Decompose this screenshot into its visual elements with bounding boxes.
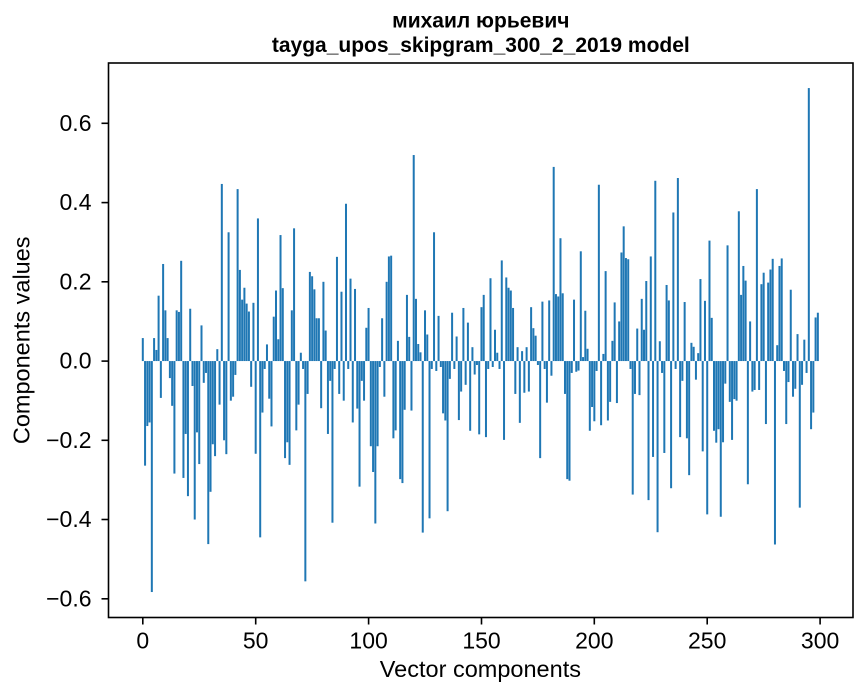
svg-text:250: 250	[688, 628, 726, 654]
svg-text:0.0: 0.0	[60, 348, 92, 374]
svg-text:Vector components: Vector components	[380, 656, 581, 682]
svg-text:Components values: Components values	[9, 236, 35, 444]
svg-text:300: 300	[801, 628, 839, 654]
svg-text:−0.6: −0.6	[46, 585, 91, 611]
svg-text:0: 0	[136, 628, 149, 654]
svg-text:0.2: 0.2	[60, 268, 92, 294]
svg-text:0.4: 0.4	[60, 189, 92, 215]
svg-text:150: 150	[462, 628, 500, 654]
svg-text:tayga_upos_skipgram_300_2_2019: tayga_upos_skipgram_300_2_2019 model	[272, 34, 690, 57]
svg-text:200: 200	[575, 628, 613, 654]
svg-text:100: 100	[349, 628, 387, 654]
svg-text:михаил юрьевич: михаил юрьевич	[392, 10, 569, 33]
svg-text:50: 50	[243, 628, 269, 654]
svg-text:−0.4: −0.4	[46, 506, 92, 532]
svg-text:0.6: 0.6	[60, 110, 92, 136]
svg-text:−0.2: −0.2	[46, 427, 91, 453]
